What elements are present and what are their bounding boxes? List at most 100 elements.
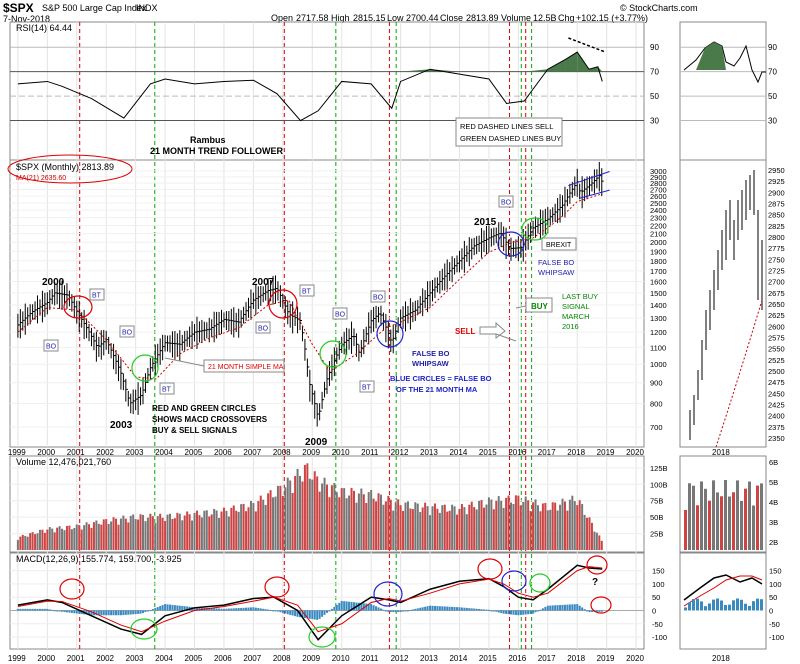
x-tick-label: 2000: [37, 654, 55, 663]
side-volume-bar: [740, 500, 743, 550]
volume-bar: [110, 521, 113, 550]
macd-histogram-bar: [394, 610, 397, 613]
price-title: $SPX (Monthly) 2813.89: [16, 162, 114, 172]
volume-bar: [470, 501, 473, 550]
macd-histogram-bar: [524, 610, 527, 615]
volume-bar: [573, 501, 576, 550]
side-price-tick: 2500: [768, 367, 785, 376]
low-value: 2700.44: [406, 13, 439, 23]
symbol: $SPX: [3, 1, 34, 15]
side-volume-bar: [712, 480, 715, 550]
buy-pointer: [515, 305, 527, 309]
x-tick-label: 2010: [332, 654, 350, 663]
volume-bar: [588, 517, 591, 550]
macd-histogram-bar: [235, 608, 238, 611]
volume-bar: [527, 500, 530, 550]
ma-callout: 21 MONTH SIMPLE MA: [164, 357, 285, 373]
x-tick-label: 2016: [508, 654, 526, 663]
volume-bar: [306, 463, 309, 550]
lower-channel-line: [580, 189, 610, 199]
x-tick-label: 2016: [508, 448, 526, 457]
macd-histogram-bar: [142, 610, 145, 614]
macd-histogram-bar: [483, 609, 486, 611]
volume-bar: [438, 512, 441, 550]
volume-bar: [475, 509, 478, 550]
rsi-overbought-fill: [547, 59, 566, 72]
macd-histogram-bar: [154, 608, 157, 611]
volume-bar: [321, 483, 324, 550]
x-tick-label: 2002: [96, 654, 114, 663]
rambus-title: Rambus: [190, 135, 226, 145]
macd-histogram-bar: [377, 607, 380, 611]
rsi-overbought-fill: [589, 66, 598, 72]
volume-bar: [124, 518, 127, 550]
macd-histogram-bar: [365, 603, 368, 611]
volume-bar: [259, 495, 262, 550]
volume-bar: [519, 505, 522, 550]
volume-bar: [316, 476, 319, 550]
macd-histogram-bar: [237, 608, 240, 611]
last-buy-1: LAST BUY: [562, 292, 598, 301]
macd-histogram-bar: [382, 609, 385, 611]
rsi-overbought-fill: [565, 52, 578, 72]
price-tick-label: 1000: [650, 360, 667, 369]
macd-histogram-bar: [24, 608, 27, 611]
brexit-label: BREXIT: [546, 242, 572, 249]
macd-histogram-bar: [588, 610, 591, 613]
legend-circle: [7, 154, 133, 184]
price-tick-label: 2400: [650, 206, 667, 215]
macd-histogram-bar: [561, 604, 564, 611]
volume-bar: [112, 517, 115, 550]
volume-bar: [173, 518, 176, 550]
volume-bar: [21, 534, 24, 550]
side-histogram-bar: [692, 599, 695, 611]
x-tick-label: 2001: [67, 654, 85, 663]
x-tick-label: 2012: [391, 448, 409, 457]
red-crossover-circle: [264, 576, 290, 598]
macd-histogram-bar: [578, 605, 581, 611]
macd-histogram-bar: [308, 610, 311, 619]
green-crossover-circle: [131, 354, 159, 382]
x-tick-label: 2009: [302, 654, 320, 663]
side-price-tick: 2825: [768, 222, 785, 231]
macd-histogram-bar: [345, 601, 348, 611]
volume-bar: [581, 504, 584, 550]
side-volume-bar: [704, 488, 707, 550]
macd-histogram-bar: [541, 608, 544, 611]
side-volume-bar: [744, 488, 747, 550]
volume-bar: [200, 517, 203, 550]
label-2015: 2015: [474, 217, 497, 228]
tag-box: [43, 339, 59, 352]
price-tick-label: 1500: [650, 289, 667, 298]
macd-histogram-bar: [90, 610, 93, 616]
price-legend: $SPX (Monthly) 2813.89 MA(21) 2635.60: [7, 154, 133, 184]
side-macd-tick: 0: [769, 606, 773, 615]
macd-title: MACD(12,26,9) 155.774, 159.700, -3.925: [16, 554, 182, 564]
volume-bar: [313, 471, 316, 550]
volume-bar: [132, 514, 135, 550]
macd-histogram-bar: [198, 607, 201, 611]
x-tick-label: 2007: [243, 654, 261, 663]
chg-label: Chg: [558, 13, 575, 23]
label-2003: 2003: [110, 420, 133, 431]
volume-bar: [51, 528, 54, 550]
volume-bar: [303, 464, 306, 550]
macd-signal-line: [17, 566, 603, 633]
rsi-tick-label: 70: [650, 68, 659, 77]
macd-histogram-bar: [532, 610, 535, 614]
price-tick-label: 2200: [650, 221, 667, 230]
volume-bar: [264, 504, 267, 550]
volume-bar: [274, 496, 277, 550]
volume-bar: [151, 516, 154, 550]
side-price-tick: 2475: [768, 378, 785, 387]
volume-bar: [419, 512, 422, 550]
volume-bar: [31, 532, 34, 550]
volume-bar: [375, 501, 378, 550]
volume-bar: [404, 502, 407, 550]
volume-bar: [240, 504, 243, 550]
volume-bar: [411, 509, 414, 550]
bo-tag: BO: [501, 200, 512, 207]
volume-bar: [102, 519, 105, 550]
volume-bar: [286, 477, 289, 550]
